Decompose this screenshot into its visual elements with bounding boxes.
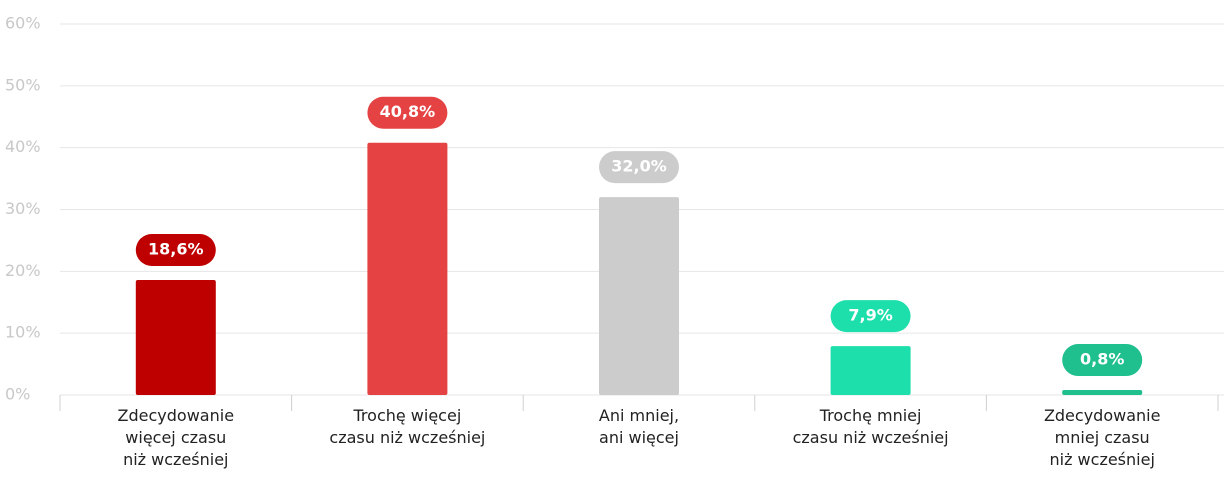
- bar: [1062, 390, 1143, 395]
- x-tick-label: Trochę więcej czasu niż wcześniej: [329, 406, 486, 447]
- value-label-pill: [135, 233, 216, 266]
- y-tick-label: 60%: [5, 14, 41, 33]
- y-tick-label: 0%: [5, 385, 30, 404]
- y-tick-label: 40%: [5, 137, 41, 156]
- y-tick-label: 10%: [5, 323, 41, 342]
- bar: [599, 197, 679, 395]
- value-label: 32,0%: [611, 157, 667, 176]
- bar: [367, 142, 448, 395]
- x-tick-label: Zdecydowanie mniej czasu niż wcześniej: [1043, 406, 1161, 469]
- x-tick-label: Zdecydowanie więcej czasu niż wcześniej: [117, 406, 235, 469]
- value-label: 7,9%: [848, 306, 892, 325]
- bar: [830, 346, 911, 395]
- y-tick-label: 50%: [5, 75, 41, 94]
- value-label: 0,8%: [1080, 350, 1124, 369]
- value-label-pill: [1062, 344, 1143, 377]
- value-label-pill: [599, 151, 679, 184]
- y-tick-label: 30%: [5, 199, 41, 218]
- value-label-pill: [367, 96, 448, 129]
- y-tick-label: 20%: [5, 261, 41, 280]
- value-label: 18,6%: [148, 239, 204, 258]
- value-label-pill: [830, 300, 911, 333]
- x-tick-label: Trochę mniej czasu niż wcześniej: [792, 406, 949, 447]
- value-label: 40,8%: [380, 102, 436, 121]
- bar: [135, 279, 216, 395]
- x-tick-label: Ani mniej, ani więcej: [598, 406, 680, 447]
